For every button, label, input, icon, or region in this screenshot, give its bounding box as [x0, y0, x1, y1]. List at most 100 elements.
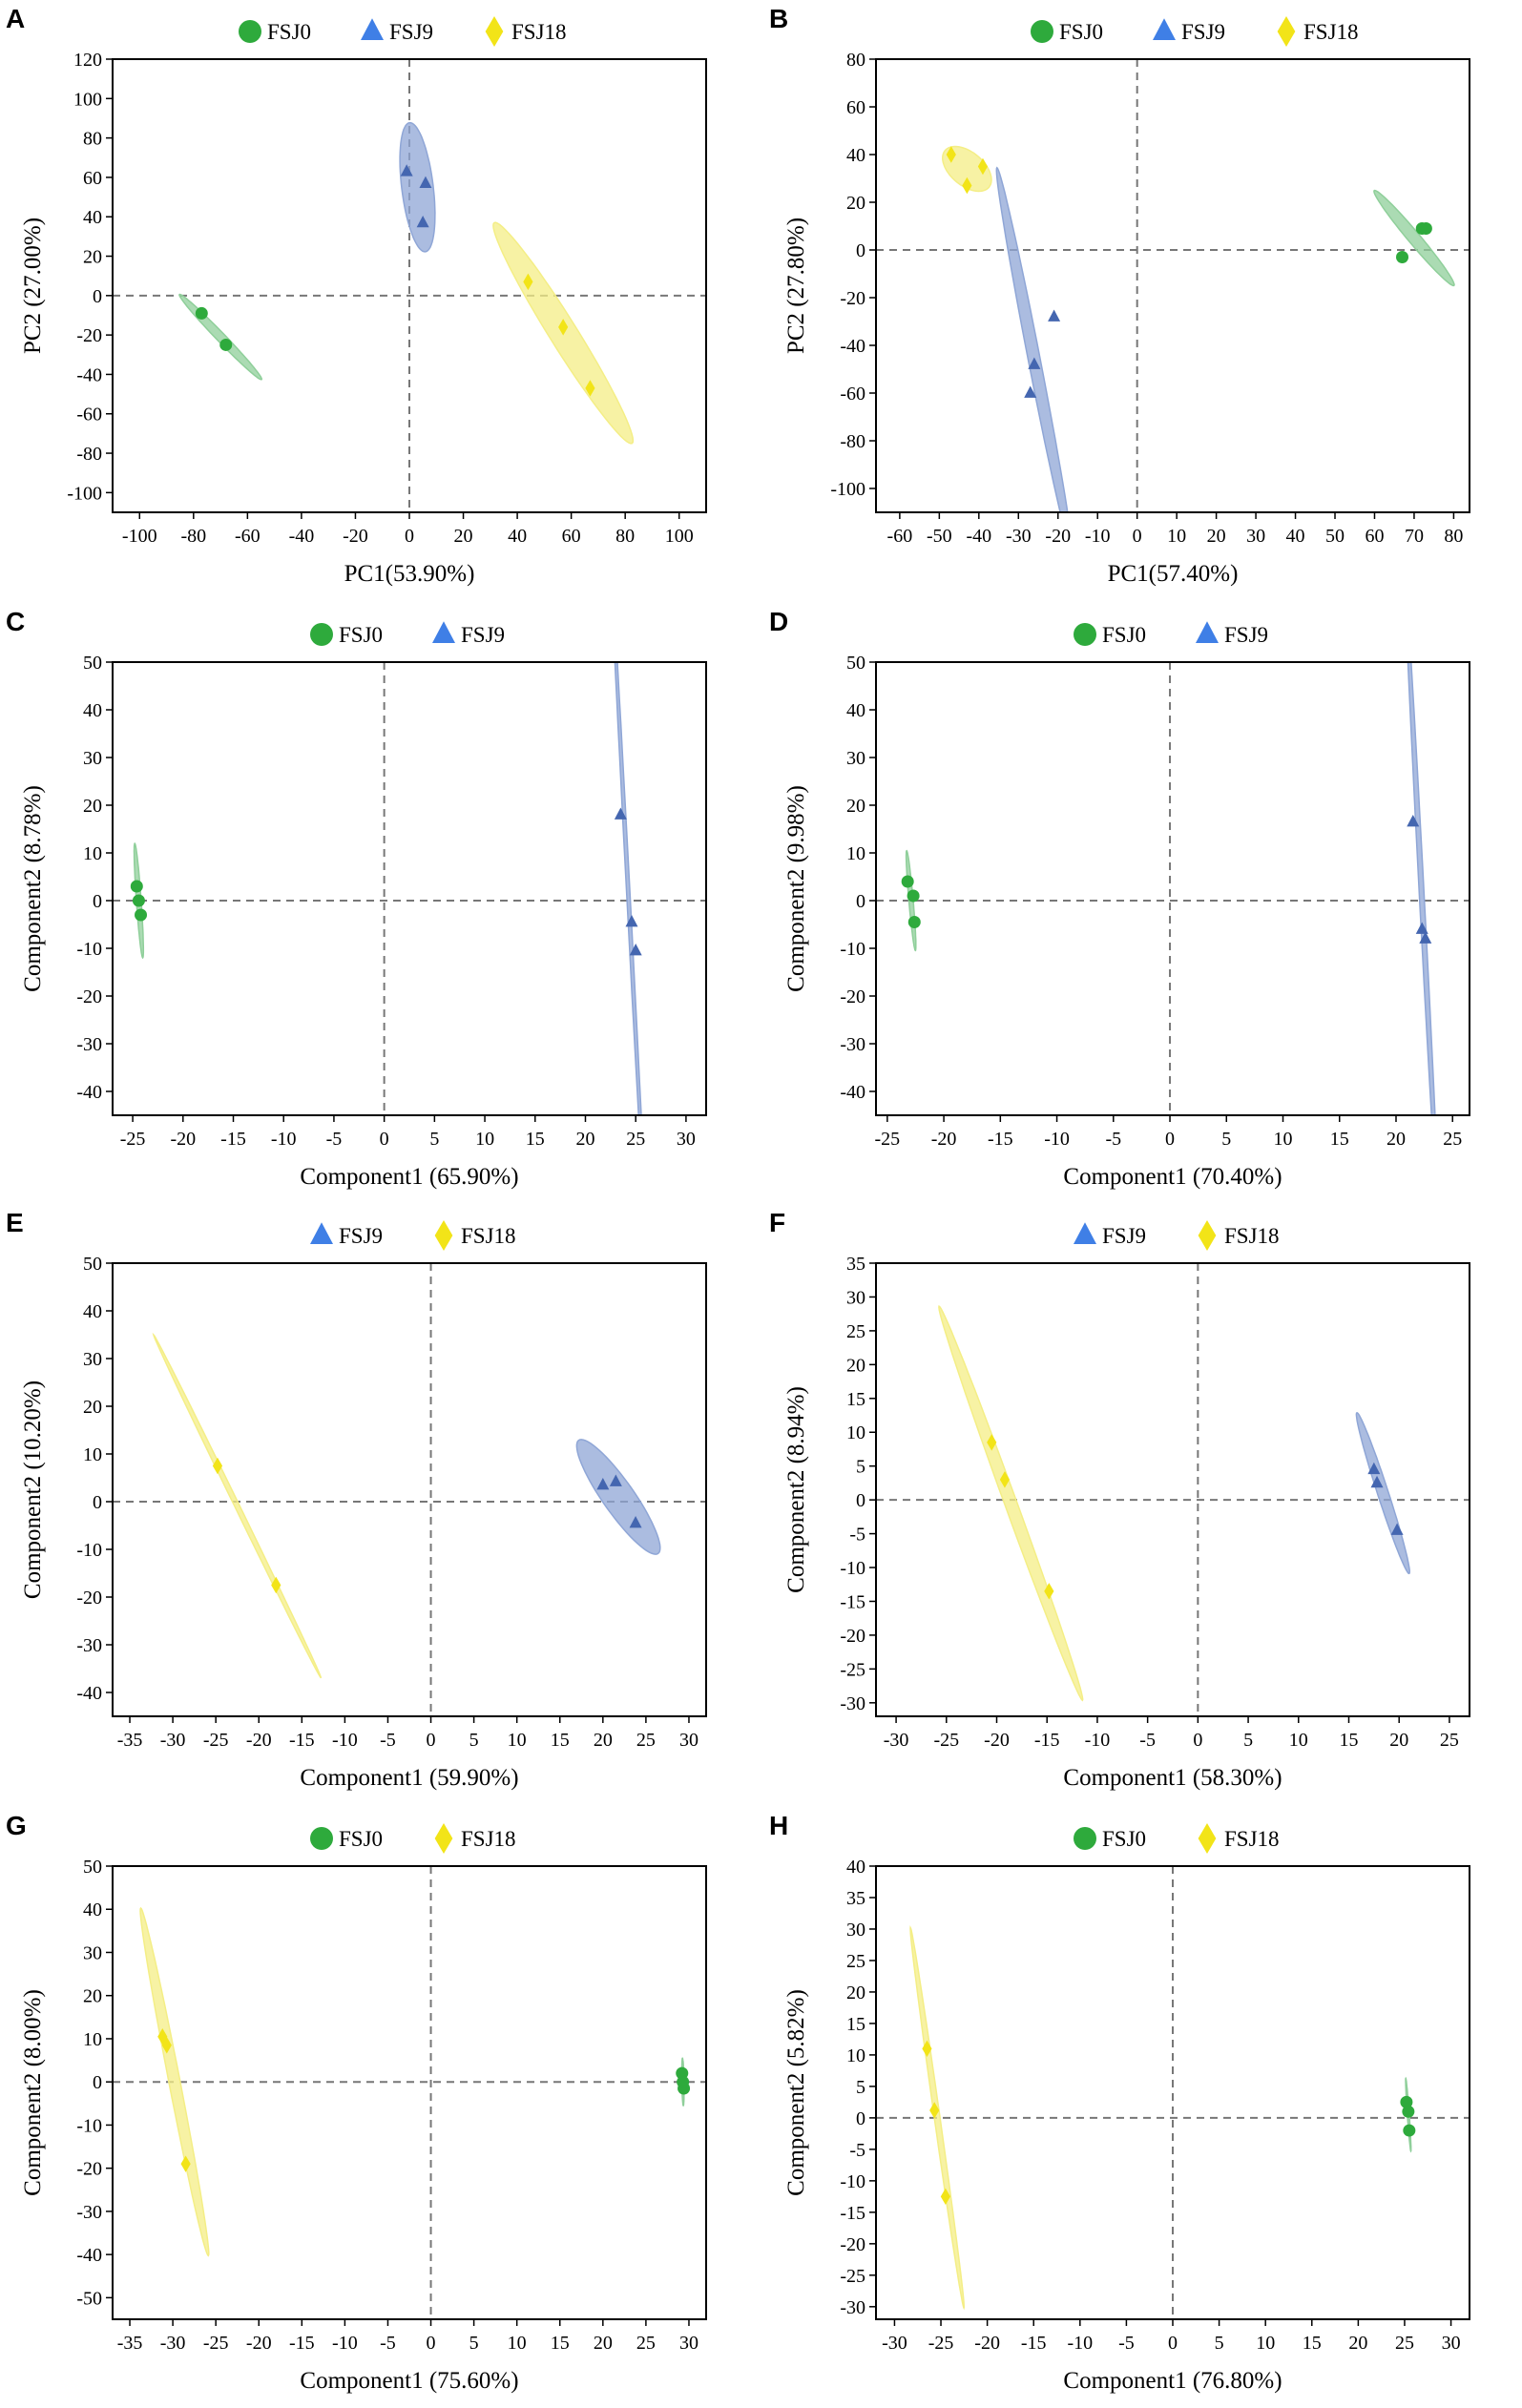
x-tick-label: 20: [1389, 1730, 1408, 1751]
legend-label: FSJ0: [267, 20, 311, 44]
plot-frame: [112, 1865, 707, 2320]
y-tick-label: -25: [840, 2266, 865, 2287]
x-tick-label: 20: [1348, 2333, 1367, 2354]
x-tick-label: -5: [326, 1129, 343, 1150]
y-tick-label: 0: [856, 1490, 865, 1511]
y-tick-label: 120: [73, 50, 102, 71]
data-point-fsj9: [629, 944, 642, 956]
x-tick-label: -15: [1034, 1730, 1060, 1751]
x-axis-label: Component1 (76.80%): [1063, 2368, 1282, 2394]
legend-item-fsj9: FSJ9: [310, 1222, 383, 1248]
x-tick-label: 50: [1325, 526, 1345, 547]
data-point-fsj0: [678, 2082, 691, 2095]
y-tick-label: -10: [840, 2171, 865, 2192]
legend-marker-fsj18: [1198, 1823, 1217, 1854]
x-axis-label: Component1 (65.90%): [300, 1164, 518, 1190]
data-point-fsj18: [180, 2155, 191, 2172]
y-axis-label: Component2 (5.82%): [783, 1989, 809, 2196]
y-tick-label: 30: [83, 748, 102, 769]
confidence-ellipse-fsj9: [1407, 662, 1436, 1115]
y-axis-label: Component2 (10.20%): [20, 1380, 46, 1599]
x-tick-label: 10: [1274, 1129, 1293, 1150]
x-tick-label: 5: [1221, 1129, 1231, 1150]
x-tick-label: -10: [332, 1730, 358, 1751]
legend-item-fsj9: FSJ9: [1074, 1222, 1146, 1248]
y-tick-label: 0: [93, 2072, 102, 2093]
panel-B: B FSJ0 FSJ9 FSJ18 -60 -50 -40 -30 -20 -10 0 10 20 30 4…: [763, 0, 1522, 601]
x-tick-label: -15: [220, 1129, 246, 1150]
x-tick-label: 10: [508, 2333, 527, 2354]
x-tick-label: 20: [594, 1730, 613, 1751]
plot-frame: [112, 661, 707, 1116]
y-axis-label: PC2 (27.00%): [20, 218, 46, 354]
y-tick-label: 10: [846, 1422, 865, 1443]
data-point-fsj9: [1370, 1475, 1384, 1488]
plsda-plot-H: FSJ0 FSJ18 -30 -25 -20 -15 -10 -5 0 5 10 15 20 25 30 -3…: [783, 1823, 1470, 2394]
x-tick-label: -25: [875, 1129, 901, 1150]
y-tick-label: 40: [846, 145, 865, 166]
y-tick-label: 0: [93, 286, 102, 307]
x-tick-label: -20: [974, 2333, 1000, 2354]
x-tick-label: 10: [1167, 526, 1186, 547]
confidence-ellipse-fsj18: [909, 1925, 966, 2311]
x-tick-label: 25: [636, 2333, 656, 2354]
plot-area: [901, 662, 1436, 1115]
x-tick-label: -20: [343, 526, 368, 547]
y-axis-label: Component2 (9.98%): [783, 785, 809, 992]
y-tick-label: 15: [846, 1389, 865, 1410]
panel-label: A: [6, 4, 26, 33]
data-point-fsj0: [1403, 2124, 1416, 2137]
x-tick-label: -10: [1044, 1129, 1070, 1150]
legend-item-fsj0: FSJ0: [1074, 623, 1146, 647]
y-tick-label: -30: [840, 1693, 865, 1714]
y-tick-label: 40: [83, 700, 102, 721]
data-point-fsj0: [219, 338, 233, 351]
data-point-fsj9: [1048, 309, 1061, 322]
y-tick-label: 10: [846, 2045, 865, 2066]
data-point-fsj18: [585, 380, 595, 397]
y-tick-label: -20: [840, 1626, 865, 1647]
x-tick-label: -60: [235, 526, 261, 547]
data-point-fsj18: [212, 1457, 223, 1475]
y-tick-label: -15: [840, 2203, 865, 2224]
confidence-ellipse-fsj9: [575, 1439, 661, 1555]
x-tick-label: 60: [1365, 526, 1384, 547]
panel-F: F FSJ9 FSJ18 -30 -25 -20 -15 -10 -5 0 5 10 15 20 25 -30…: [763, 1204, 1522, 1805]
legend-label: FSJ18: [1303, 20, 1359, 44]
x-tick-label: 0: [405, 526, 414, 547]
y-tick-label: 35: [846, 1254, 865, 1275]
legend-item-fsj9: FSJ9: [1153, 18, 1225, 44]
x-tick-label: -20: [931, 1129, 957, 1150]
data-point-fsj9: [1390, 1523, 1404, 1535]
y-tick-label: 10: [83, 1444, 102, 1465]
y-tick-label: -20: [76, 2159, 102, 2180]
panel-H: H FSJ0 FSJ18 -30 -25 -20 -15 -10 -5 0 5 10 15 20 25 30 -…: [763, 1807, 1522, 2408]
legend-item-fsj18: FSJ18: [1277, 16, 1359, 47]
y-tick-label: 80: [83, 129, 102, 150]
x-tick-label: 20: [594, 2333, 613, 2354]
y-tick-label: 60: [83, 168, 102, 189]
x-tick-label: 30: [677, 1129, 696, 1150]
y-tick-label: -10: [76, 2115, 102, 2136]
plsda-plot-F: FSJ9 FSJ18 -30 -25 -20 -15 -10 -5 0 5 10 15 20 25 -30 -…: [783, 1220, 1470, 1791]
y-tick-label: -5: [849, 2140, 865, 2161]
x-tick-label: 20: [454, 526, 473, 547]
legend-label: FSJ18: [511, 20, 567, 44]
x-tick-label: -100: [122, 526, 157, 547]
y-tick-label: 30: [83, 1349, 102, 1370]
x-tick-label: -15: [289, 2333, 315, 2354]
x-tick-label: -15: [289, 1730, 315, 1751]
x-tick-label: 30: [679, 1730, 698, 1751]
plsda-plot-C: FSJ0 FSJ9 -25 -20 -15 -10 -5 0 5 10 15 20 25 30 -40 -30…: [20, 621, 707, 1190]
data-point-fsj0: [1396, 251, 1409, 263]
legend-label: FSJ9: [461, 623, 505, 647]
legend-item-fsj9: FSJ9: [432, 621, 505, 647]
x-tick-label: 0: [1168, 2333, 1178, 2354]
x-tick-label: 30: [1246, 526, 1265, 547]
x-tick-label: 25: [626, 1129, 645, 1150]
legend-item-fsj9: FSJ9: [361, 18, 433, 44]
y-tick-label: -40: [76, 364, 102, 385]
data-point-fsj0: [195, 306, 208, 320]
plot-area: [938, 1304, 1410, 1702]
legend-label: FSJ9: [389, 20, 433, 44]
